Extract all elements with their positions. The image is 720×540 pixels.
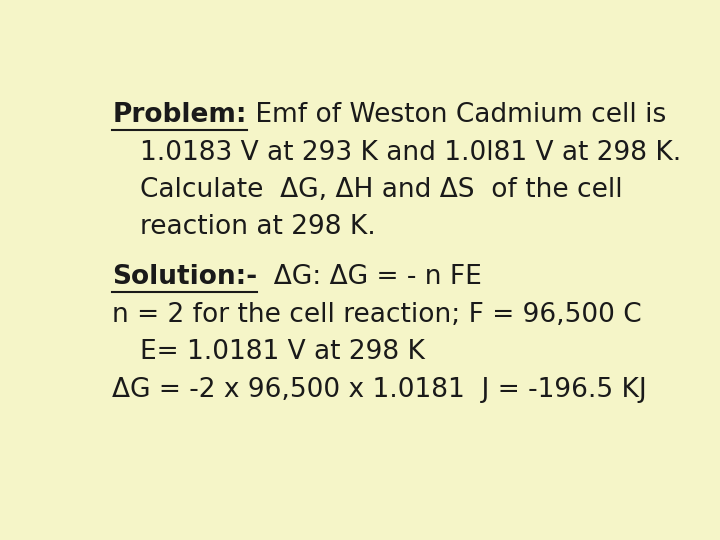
- Text: 1.0183 V at 293 K and 1.0l81 V at 298 K.: 1.0183 V at 293 K and 1.0l81 V at 298 K.: [140, 140, 681, 166]
- Text: Problem:: Problem:: [112, 102, 247, 128]
- Text: reaction at 298 K.: reaction at 298 K.: [140, 214, 376, 240]
- Text: Emf of Weston Cadmium cell is: Emf of Weston Cadmium cell is: [247, 102, 666, 128]
- Text: Calculate  ΔG, ΔH and ΔS  of the cell: Calculate ΔG, ΔH and ΔS of the cell: [140, 177, 623, 203]
- Text: E= 1.0181 V at 298 K: E= 1.0181 V at 298 K: [140, 339, 425, 365]
- Text: Solution:-: Solution:-: [112, 265, 258, 291]
- Text: ΔG: ΔG = - n FE: ΔG: ΔG = - n FE: [258, 265, 482, 291]
- Text: ΔG = -2 x 96,500 x 1.0181  J = -196.5 KJ: ΔG = -2 x 96,500 x 1.0181 J = -196.5 KJ: [112, 377, 647, 403]
- Text: n = 2 for the cell reaction; F = 96,500 C: n = 2 for the cell reaction; F = 96,500 …: [112, 302, 642, 328]
